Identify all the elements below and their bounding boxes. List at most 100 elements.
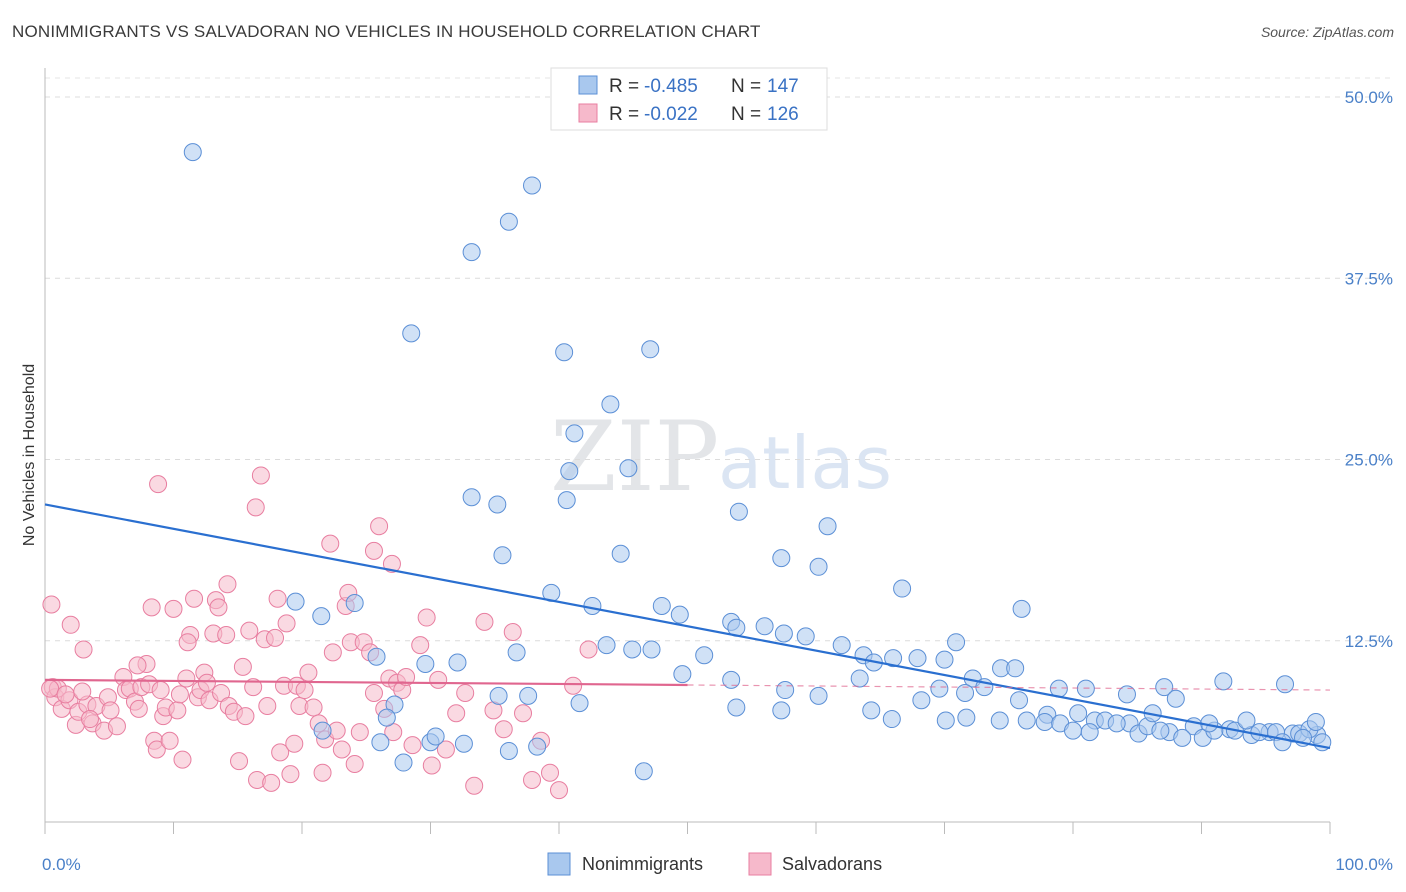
point-nonimmigrants [619,459,638,478]
point-salvadorans [277,614,296,633]
point-salvadorans [197,673,216,692]
point-salvadorans [185,589,204,608]
point-salvadorans [168,701,187,720]
x-tick-label: 0.0% [42,855,81,874]
point-nonimmigrants [1064,721,1082,740]
point-nonimmigrants [394,753,413,772]
point-nonimmigrants [519,686,538,705]
point-nonimmigrants [454,734,473,753]
point-nonimmigrants [935,650,954,669]
point-salvadorans [456,683,475,702]
point-salvadorans [230,752,249,771]
point-nonimmigrants [286,592,305,611]
y-tick-label: 37.5% [1345,269,1393,288]
point-salvadorans [313,763,332,782]
point-salvadorans [101,701,120,720]
point-nonimmigrants [912,691,931,710]
point-nonimmigrants [936,711,955,730]
point-salvadorans [164,599,183,618]
point-nonimmigrants [1276,675,1295,694]
point-nonimmigrants [570,694,589,713]
point-salvadorans [514,704,533,723]
point-nonimmigrants [1214,672,1233,691]
point-nonimmigrants [528,737,547,756]
point-nonimmigrants [776,681,795,700]
point-nonimmigrants [755,617,774,636]
point-salvadorans [56,685,75,704]
point-nonimmigrants [489,686,508,705]
point-salvadorans [494,720,513,739]
point-nonimmigrants [493,546,512,565]
point-nonimmigrants [312,607,331,626]
tick-labels: 12.5% 25.0% 37.5% 50.0% 0.0% 100.0% [42,88,1393,874]
point-salvadorans [262,773,281,792]
point-nonimmigrants [832,636,851,655]
point-salvadorans [550,781,568,800]
point-nonimmigrants [1006,659,1025,678]
point-salvadorans [240,621,259,640]
point-nonimmigrants [809,557,828,576]
point-nonimmigrants [772,549,791,568]
point-salvadorans [246,498,265,517]
point-salvadorans [323,643,342,662]
point-salvadorans [503,623,522,642]
point-nonimmigrants [1166,689,1185,708]
point-salvadorans [41,679,60,698]
trend-lines [44,503,1331,750]
point-nonimmigrants [1306,712,1325,731]
point-nonimmigrants [774,624,793,643]
point-salvadorans [236,707,255,726]
point-salvadorans [61,615,80,634]
point-salvadorans [364,541,383,560]
point-nonimmigrants [809,686,828,705]
point-salvadorans [271,743,290,762]
point-salvadorans [429,670,448,689]
point-salvadorans [128,656,147,675]
axes [44,68,1331,834]
legend: R = -0.485 N = 147 R = -0.022 N = 126 [550,67,828,131]
point-nonimmigrants [882,710,901,729]
point-salvadorans [382,554,401,573]
point-nonimmigrants [990,711,1009,730]
legend-n-label: N = [731,104,761,125]
trend-line-salvadorans [44,678,688,687]
point-nonimmigrants [462,243,481,262]
point-nonimmigrants [583,596,602,615]
point-nonimmigrants [565,424,584,443]
point-nonimmigrants [462,488,481,507]
point-nonimmigrants [818,517,837,536]
point-salvadorans [295,681,314,700]
watermark-zip: ZIP [550,401,719,513]
source-credit: Source: ZipAtlas.com [1260,24,1394,40]
point-salvadorans [177,669,196,688]
point-salvadorans [564,676,583,695]
point-nonimmigrants [850,669,869,688]
bottom-legend-swatch-nonimmigrants [547,852,571,876]
point-nonimmigrants [557,491,576,510]
chart-title: NONIMMIGRANTS VS SALVADORAN NO VEHICLES … [12,22,761,41]
y-axis-label: No Vehicles in Household [21,364,38,546]
legend-r-label: R = [609,76,639,97]
point-salvadorans [345,755,364,773]
trend-line-salvadorans-extension [687,684,1331,691]
point-nonimmigrants [1155,678,1174,697]
point-nonimmigrants [597,636,616,655]
point-nonimmigrants [367,647,386,666]
point-nonimmigrants [416,654,435,673]
point-nonimmigrants [642,640,661,659]
point-nonimmigrants [560,462,579,481]
legend-n-value: 147 [767,76,799,97]
point-salvadorans [285,734,304,753]
point-salvadorans [233,657,252,676]
point-salvadorans [74,640,93,659]
point-nonimmigrants [507,643,526,662]
watermark-atlas: atlas [718,421,892,505]
point-salvadorans [268,589,287,608]
point-salvadorans [422,756,441,775]
point-nonimmigrants [1237,711,1256,730]
point-nonimmigrants [1035,712,1054,731]
point-salvadorans [129,699,148,718]
y-tick-label: 12.5% [1345,632,1393,651]
point-salvadorans [411,636,430,655]
point-salvadorans [73,682,92,701]
